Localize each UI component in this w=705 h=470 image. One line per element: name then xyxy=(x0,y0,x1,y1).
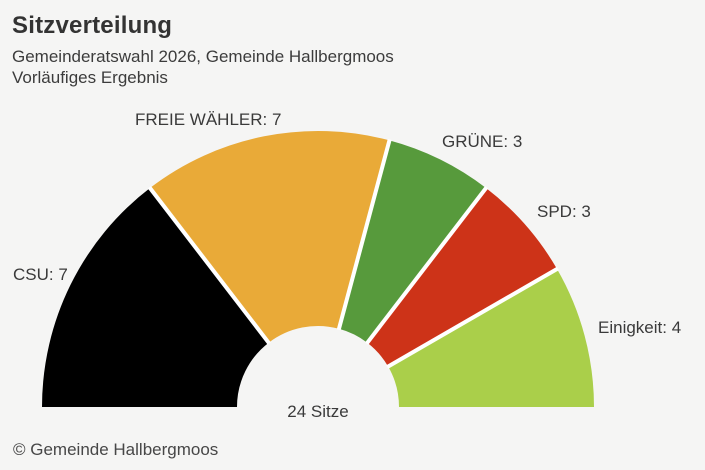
segment-gap-divider xyxy=(365,186,489,345)
segment-label-freie-waehler: FREIE WÄHLER: 7 xyxy=(135,110,282,129)
segment-gap-divider xyxy=(386,266,559,369)
subtitle-line-2: Vorläufiges Ergebnis xyxy=(12,68,168,87)
segment-label-gruene: GRÜNE: 3 xyxy=(442,132,523,151)
total-seats-label: 24 Sitze xyxy=(287,402,349,421)
segment-gap-divider xyxy=(336,138,392,331)
chart-segment-csu xyxy=(42,188,269,407)
copyright-credit: © Gemeinde Hallbergmoos xyxy=(13,440,219,459)
header-block: Sitzverteilung Gemeinderatswahl 2026, Ge… xyxy=(12,12,394,88)
segment-label-einigkeit: Einigkeit: 4 xyxy=(598,318,682,337)
chart-segment-gruene xyxy=(338,140,487,343)
chart-segment-spd xyxy=(367,188,558,367)
segment-label-csu: CSU: 7 xyxy=(13,265,68,284)
segment-label-spd: SPD: 3 xyxy=(537,202,591,221)
segment-gap-divider xyxy=(147,186,271,345)
chart-segment-einigkeit xyxy=(388,269,594,407)
subtitle-line-1: Gemeinderatswahl 2026, Gemeinde Hallberg… xyxy=(12,47,394,66)
page-title: Sitzverteilung xyxy=(12,12,173,39)
chart-segment-freie-waehler xyxy=(149,131,390,343)
